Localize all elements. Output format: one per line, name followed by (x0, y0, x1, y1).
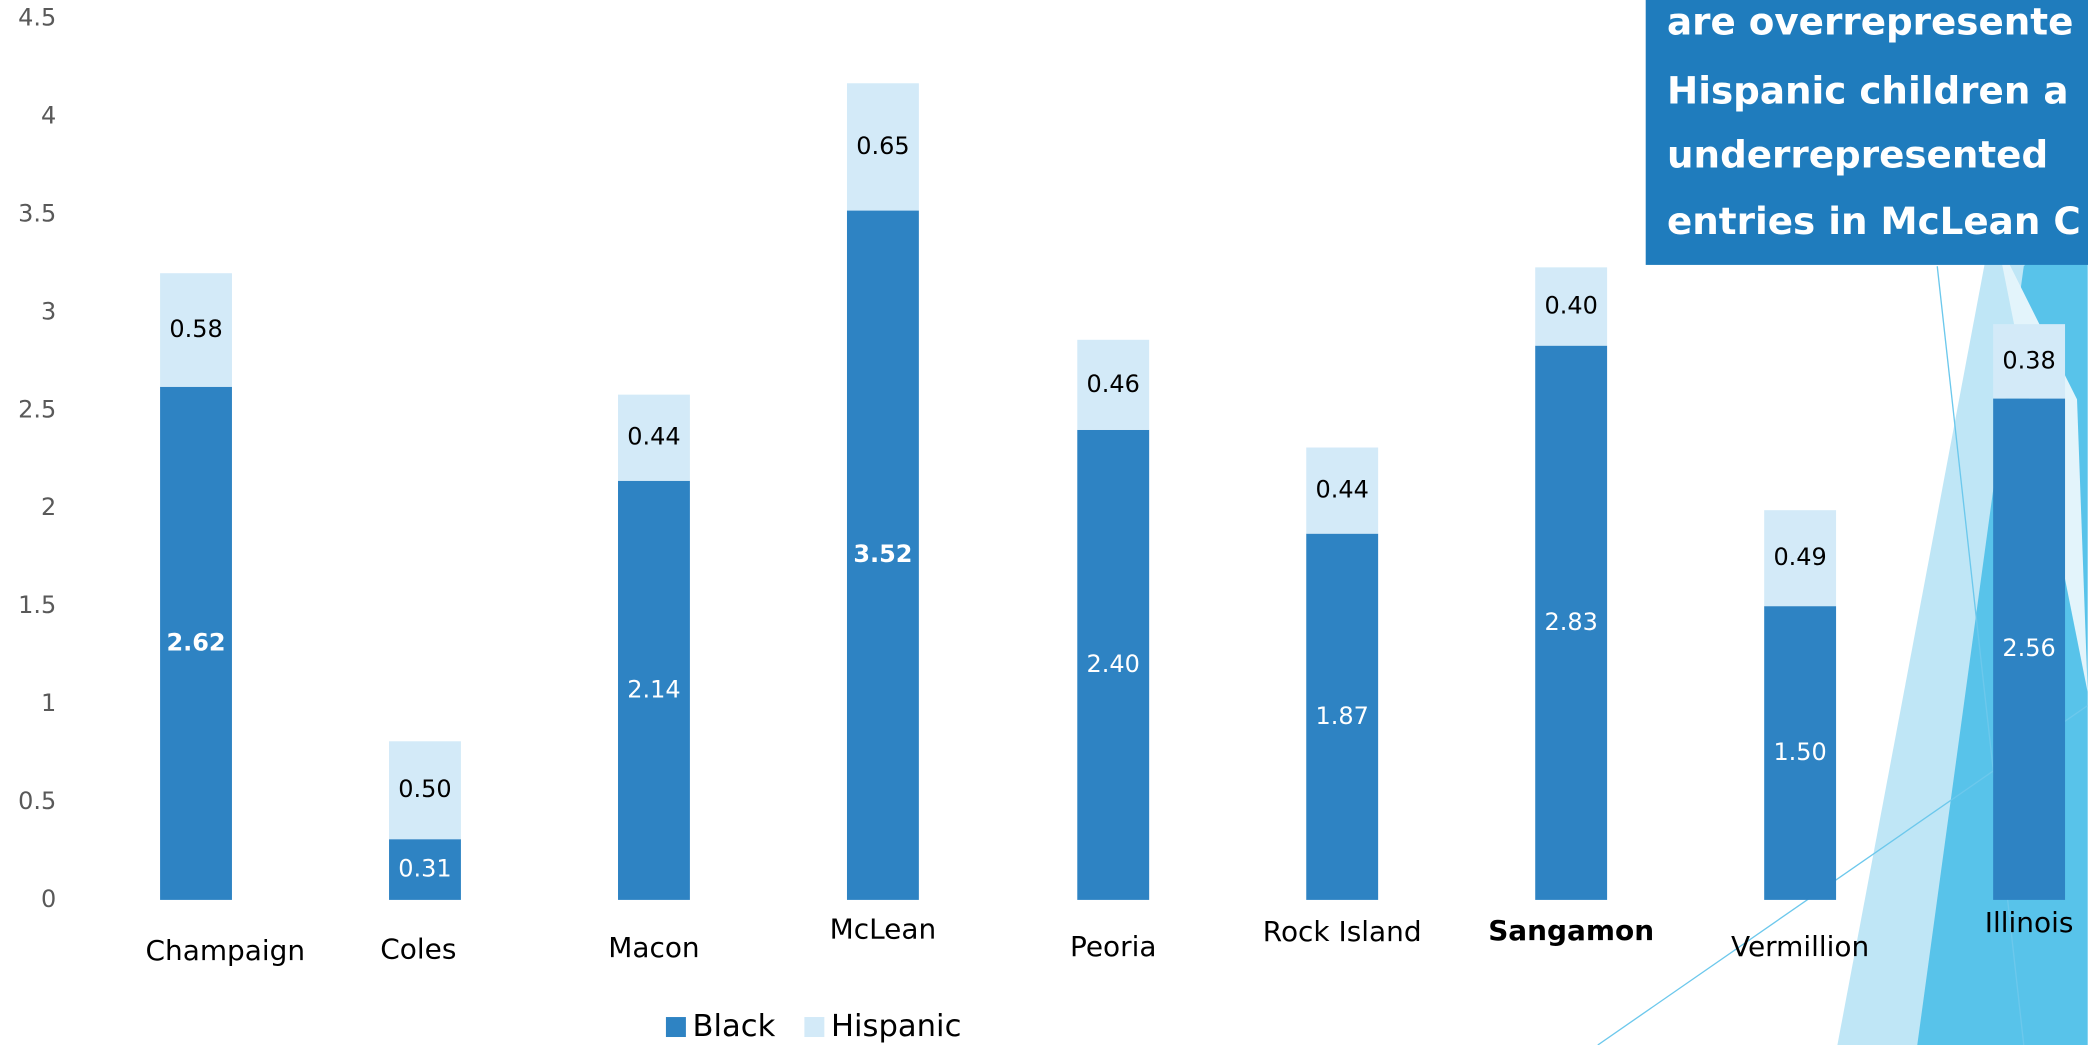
x-tick-label: Sangamon (1488, 914, 1654, 947)
data-label: 0.58 (169, 315, 222, 343)
plot: 0 0.5 1 1.5 2 2.5 3 3.5 4 4.5 2.62 0.58 Champaign 0.3… (18, 4, 2073, 1045)
data-label: 3.52 (853, 540, 912, 568)
y-tick-label: 0 (41, 885, 56, 913)
bar-segment (1764, 606, 1837, 900)
bar-segment (1993, 324, 2066, 399)
legend-label: Black (693, 1009, 776, 1044)
y-tick-label: 2 (41, 493, 56, 521)
data-label: 0.40 (1544, 292, 1597, 320)
bar-segment (160, 273, 232, 387)
data-label: 1.87 (1316, 702, 1369, 730)
bar-segment (846, 83, 919, 211)
legend-label: Hispanic (831, 1009, 961, 1044)
x-tick-label: Rock Island (1263, 915, 1422, 948)
x-tick-label: McLean (830, 913, 937, 946)
x-tick-label: Coles (380, 932, 456, 965)
bar-segment (389, 741, 461, 840)
annotation: are overrepresente Hispanic children a und… (1667, 0, 2081, 243)
data-label: 2.83 (1544, 608, 1597, 636)
data-label: 0.38 (2002, 346, 2055, 374)
x-tick-label: Peoria (1070, 930, 1156, 963)
x-tick-label: Illinois (1985, 906, 2074, 939)
bar-segment (1535, 267, 1608, 346)
data-label: 0.31 (398, 855, 451, 883)
y-tick-label: 3 (41, 297, 56, 325)
data-label: 1.50 (1773, 738, 1826, 766)
data-label: 0.65 (856, 132, 909, 160)
bar-segment (618, 394, 690, 481)
bar-segment (1077, 339, 1150, 430)
bar-segment (1764, 510, 1837, 607)
y-tick-label: 4 (41, 102, 56, 130)
x-tick-label: Champaign (146, 934, 306, 967)
bar-segment (1306, 447, 1379, 534)
bar-segment (1306, 533, 1379, 900)
annotation-line: entries in McLean C (1667, 199, 2081, 243)
bar-segment (618, 480, 690, 900)
data-label: 2.40 (1087, 650, 1140, 678)
bar-segment (1077, 429, 1150, 900)
data-label: 0.50 (398, 775, 451, 803)
data-label: 0.46 (1087, 370, 1140, 398)
data-label: 0.44 (1316, 476, 1369, 504)
y-tick-label: 3.5 (18, 199, 56, 227)
bar-segment (389, 839, 461, 900)
bar-segment (846, 210, 919, 900)
data-label: 0.49 (1773, 543, 1826, 571)
y-tick-label: 2.5 (18, 395, 56, 423)
y-tick-label: 4.5 (18, 4, 56, 32)
y-tick-label: 1 (41, 689, 56, 717)
y-tick-label: 0.5 (18, 787, 56, 815)
data-label: 2.56 (2002, 634, 2055, 662)
bar-segment (1993, 398, 2066, 900)
annotation-line: underrepresented (1667, 133, 2048, 177)
x-tick-label: Macon (608, 931, 699, 964)
annotation-line: are overrepresente (1667, 0, 2073, 43)
bar-segment (1535, 345, 1608, 900)
data-label: 0.44 (627, 423, 680, 451)
legend-swatch (804, 1017, 825, 1038)
legend-swatch (665, 1017, 686, 1038)
data-label: 2.14 (627, 675, 680, 703)
data-label: 2.62 (166, 628, 225, 656)
y-tick-label: 1.5 (18, 591, 56, 619)
x-tick-label: Vermillion (1731, 930, 1869, 963)
annotation-line: Hispanic children a (1667, 69, 2068, 113)
bar-segment (160, 386, 232, 900)
